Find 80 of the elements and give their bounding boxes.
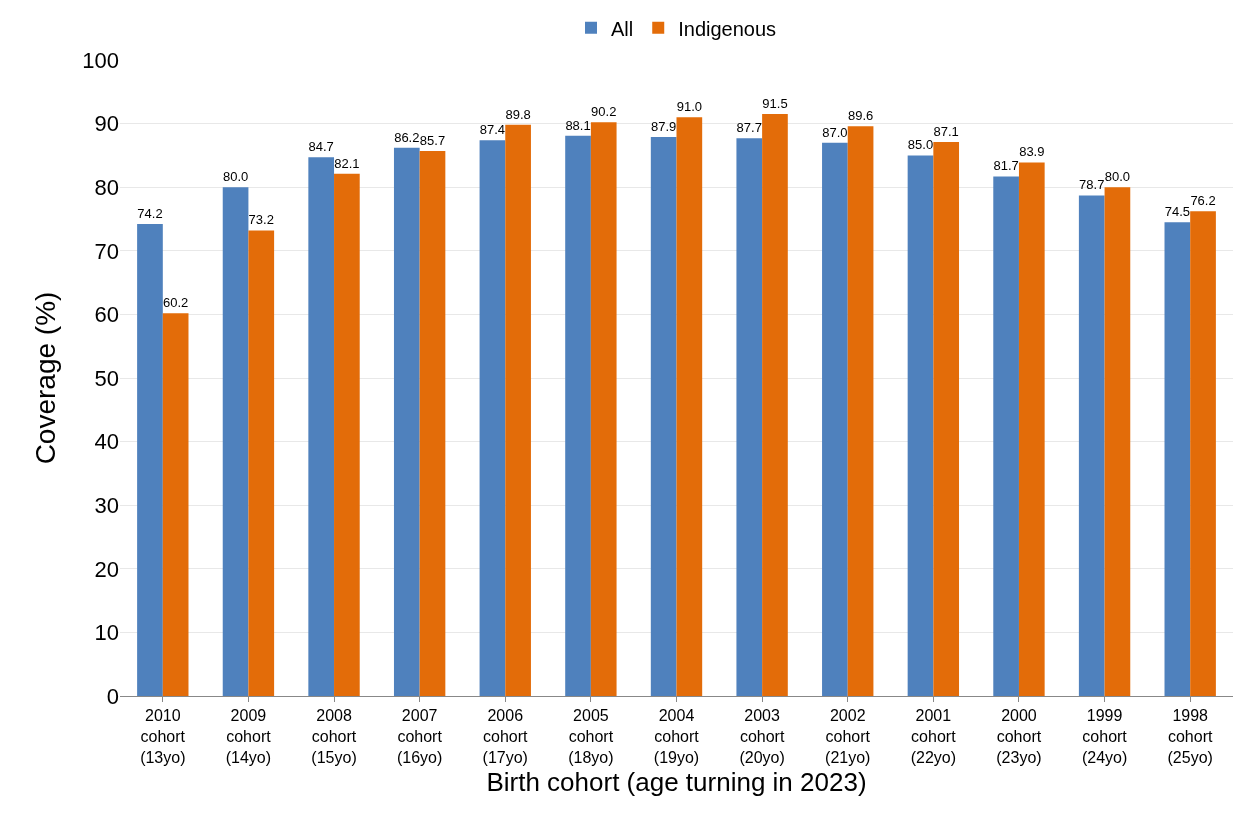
- bar: [1164, 222, 1191, 696]
- y-axis-title: Coverage (%): [29, 291, 61, 465]
- legend-label: Indigenous: [678, 17, 777, 40]
- y-tick-label: 80: [94, 174, 119, 200]
- data-label: 90.2: [591, 104, 617, 120]
- bar: [1104, 187, 1131, 696]
- data-label: 87.7: [736, 120, 762, 136]
- data-label: 87.0: [822, 124, 848, 140]
- bar: [762, 114, 788, 696]
- bar: [650, 136, 677, 696]
- data-label: 74.5: [1164, 204, 1191, 220]
- x-tick-label: 2003 cohort (20yo): [739, 707, 785, 766]
- bar: [907, 155, 934, 696]
- data-label: 73.2: [248, 212, 274, 228]
- y-tick-label: 10: [94, 620, 119, 646]
- x-tick-label: 2004 cohort (19yo): [653, 707, 700, 766]
- data-label: 84.7: [308, 139, 334, 155]
- data-label: 78.7: [1079, 177, 1105, 193]
- x-tick-label: 2000 cohort (23yo): [996, 707, 1042, 766]
- y-tick-label: 20: [94, 556, 119, 582]
- data-label: 89.8: [505, 106, 531, 122]
- y-tick-label: 40: [94, 429, 119, 455]
- y-tick-label: 70: [94, 238, 119, 264]
- bar: [222, 187, 249, 696]
- data-label: 91.0: [676, 99, 702, 115]
- bar: [676, 117, 703, 696]
- x-axis-title: Birth cohort (age turning in 2023): [486, 767, 867, 798]
- data-label: 81.7: [993, 158, 1019, 174]
- x-tick-label: 2002 cohort (21yo): [825, 707, 871, 766]
- bar: [565, 135, 591, 696]
- bar: [308, 157, 335, 696]
- bar: [933, 142, 960, 696]
- data-label: 80.0: [1104, 169, 1131, 185]
- bar: [1190, 211, 1216, 696]
- x-tick-label: 2006 cohort (17yo): [482, 707, 529, 766]
- data-label: 87.9: [651, 118, 677, 134]
- data-label: 85.7: [419, 132, 446, 148]
- data-label: 82.1: [334, 155, 360, 171]
- x-tick-label: 2005 cohort (18yo): [568, 707, 614, 766]
- x-tick-label: 2009 cohort (14yo): [225, 707, 272, 766]
- bar: [993, 176, 1019, 696]
- x-tick-label: 2010 cohort (13yo): [140, 707, 186, 766]
- y-tick-label: 50: [94, 365, 119, 391]
- data-label: 74.2: [137, 206, 163, 222]
- x-tick-label: 1998 cohort (25yo): [1167, 707, 1213, 766]
- data-label: 83.9: [1019, 144, 1045, 160]
- data-label: 88.1: [565, 117, 591, 133]
- data-label: 85.0: [907, 137, 934, 153]
- data-label: 87.4: [479, 122, 506, 138]
- data-label: 80.0: [222, 169, 249, 185]
- bar: [334, 173, 360, 696]
- data-label: 86.2: [394, 129, 420, 145]
- bar: [393, 147, 420, 696]
- bar: [1078, 195, 1105, 696]
- data-label: 76.2: [1190, 193, 1216, 209]
- y-tick-label: 100: [82, 47, 119, 73]
- data-label: 87.1: [933, 124, 959, 140]
- y-tick-label: 0: [106, 683, 119, 709]
- legend-label: All: [611, 17, 634, 40]
- data-label: 89.6: [847, 108, 874, 124]
- y-tick-label: 30: [94, 492, 119, 518]
- x-tick-label: 1999 cohort (24yo): [1081, 707, 1128, 766]
- bar: [479, 140, 506, 696]
- bar: [822, 142, 848, 696]
- data-label: 91.5: [762, 96, 788, 112]
- bar: [137, 224, 163, 696]
- bar: [248, 230, 275, 696]
- bar: [590, 122, 617, 696]
- bar: [505, 124, 531, 696]
- x-tick-label: 2008 cohort (15yo): [311, 707, 357, 766]
- bar: [1018, 162, 1045, 696]
- x-tick-label: 2001 cohort (22yo): [910, 707, 957, 766]
- bar: [419, 150, 446, 696]
- bar: [162, 313, 189, 696]
- x-tick-label: 2007 cohort (16yo): [396, 707, 443, 766]
- bar: [847, 126, 874, 696]
- data-label: 60.2: [162, 295, 189, 311]
- y-tick-label: 60: [94, 302, 119, 328]
- bar: [736, 138, 763, 696]
- y-tick-label: 90: [94, 111, 119, 137]
